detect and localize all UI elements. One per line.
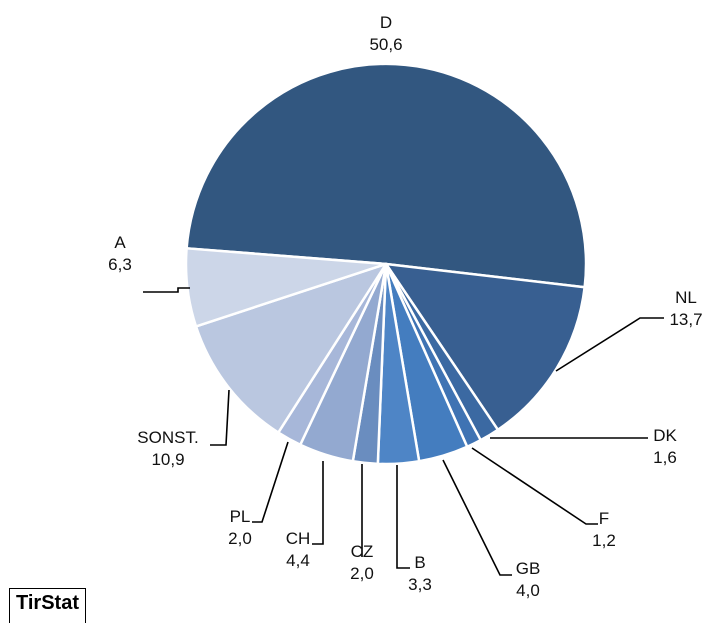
- slice-label-a: A: [114, 233, 126, 252]
- slice-value-cz: 2,0: [350, 564, 374, 583]
- leader-line-b: [396, 465, 410, 569]
- slice-value-nl: 13,7: [669, 310, 702, 329]
- leader-line-ch: [312, 461, 324, 545]
- leader-line-nl: [555, 317, 664, 372]
- slice-value-d: 50,6: [369, 35, 402, 54]
- slice-label-cz: CZ: [351, 542, 374, 561]
- leader-line-pl: [252, 441, 289, 523]
- leader-line-a: [143, 287, 190, 293]
- slice-label-pl: PL: [230, 507, 251, 526]
- slice-label-sonst: SONST.: [137, 428, 198, 447]
- slice-label-ch: CH: [286, 529, 311, 548]
- slice-value-sonst: 10,9: [151, 450, 184, 469]
- slice-value-a: 6,3: [108, 255, 132, 274]
- slice-value-b: 3,3: [408, 575, 432, 594]
- pie-slice-d: [185, 62, 588, 289]
- leader-lines: [143, 287, 664, 576]
- slice-value-dk: 1,6: [653, 448, 677, 467]
- slice-label-d: D: [380, 13, 392, 32]
- pie-slice-sonst: [194, 262, 388, 434]
- leader-line-gb: [442, 459, 512, 576]
- slice-label-f: F: [599, 509, 609, 528]
- slice-label-nl: NL: [675, 288, 697, 307]
- slice-value-gb: 4,0: [516, 581, 540, 600]
- slice-value-pl: 2,0: [228, 529, 252, 548]
- pie-slices: [184, 62, 588, 466]
- slice-value-ch: 4,4: [286, 551, 310, 570]
- leader-line-f: [471, 447, 598, 525]
- leader-line-sonst: [210, 389, 230, 446]
- slice-value-f: 1,2: [592, 531, 616, 550]
- slice-labels: D 50,6 NL 13,7 DK 1,6 F 1,2 GB 4,0 B 3,3 CZ 2,0 CH 4,4 P…: [108, 13, 702, 600]
- slice-label-gb: GB: [516, 559, 541, 578]
- slice-label-dk: DK: [653, 426, 677, 445]
- slice-label-b: B: [414, 553, 425, 572]
- pie-slice-nl: [384, 262, 586, 432]
- tirstat-logo: TirStat: [9, 588, 86, 623]
